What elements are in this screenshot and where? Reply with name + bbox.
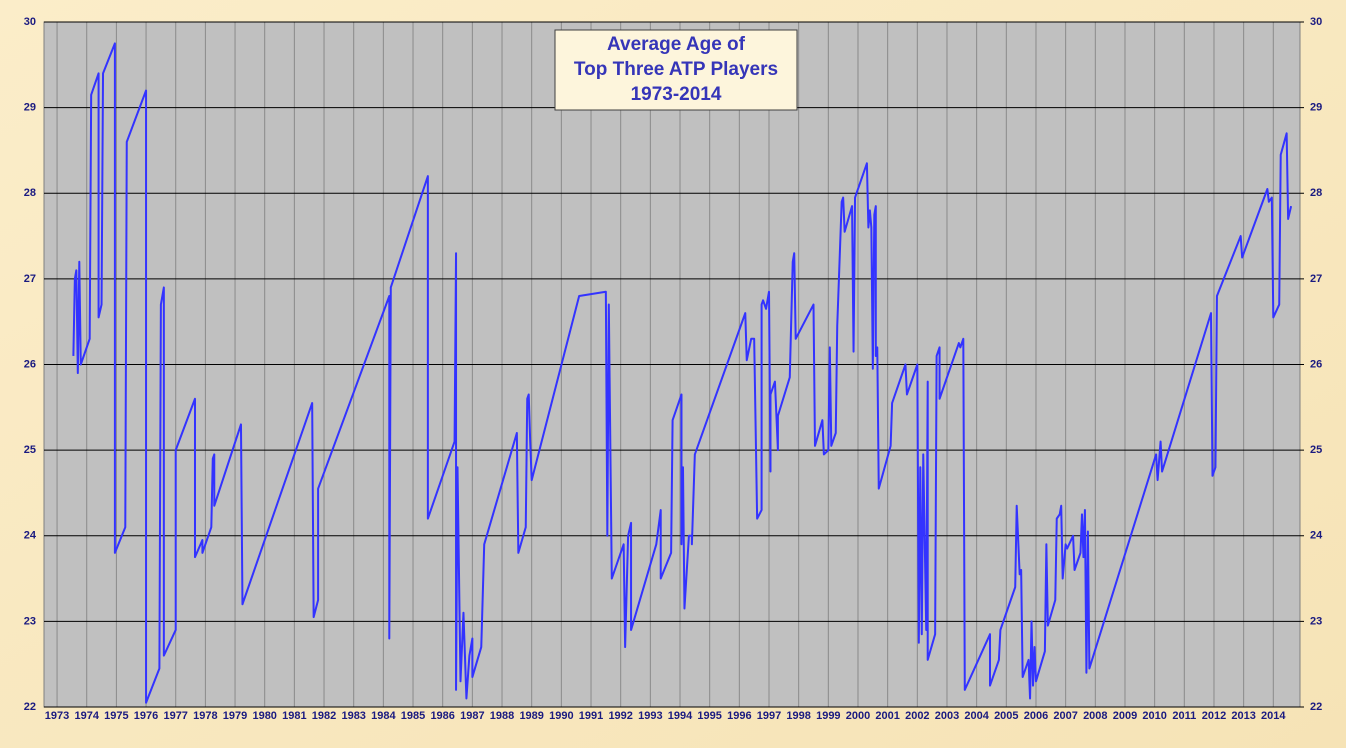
x-tick-label: 1997 <box>757 710 781 722</box>
x-tick-label: 2014 <box>1261 710 1286 722</box>
x-tick-label: 2007 <box>1053 710 1077 722</box>
x-tick-label: 2001 <box>875 710 899 722</box>
x-tick-label: 1973 <box>45 710 69 722</box>
y-tick-label: 25 <box>24 444 36 456</box>
x-tick-label: 1982 <box>312 710 336 722</box>
x-tick-label: 2009 <box>1113 710 1137 722</box>
x-tick-label: 1985 <box>401 710 425 722</box>
x-tick-label: 1996 <box>727 710 751 722</box>
y-tick-label: 22 <box>24 701 36 713</box>
y2-tick-label: 29 <box>1310 102 1322 114</box>
x-tick-label: 2002 <box>905 710 929 722</box>
y-tick-label: 26 <box>24 358 36 370</box>
x-tick-label: 2006 <box>1024 710 1048 722</box>
x-tick-label: 1993 <box>638 710 662 722</box>
x-tick-label: 2000 <box>846 710 870 722</box>
x-tick-label: 1990 <box>549 710 573 722</box>
x-tick-label: 1977 <box>163 710 187 722</box>
x-tick-label: 1998 <box>786 710 810 722</box>
x-tick-label: 1992 <box>608 710 632 722</box>
x-tick-label: 1989 <box>519 710 543 722</box>
chart-title: Top Three ATP Players <box>574 59 778 80</box>
x-tick-label: 1991 <box>579 710 603 722</box>
x-tick-label: 1999 <box>816 710 840 722</box>
x-tick-label: 1979 <box>223 710 247 722</box>
x-tick-label: 1984 <box>371 710 396 722</box>
x-tick-label: 1980 <box>252 710 276 722</box>
x-tick-label: 1983 <box>341 710 365 722</box>
y-tick-label: 27 <box>24 273 36 285</box>
x-tick-label: 2013 <box>1231 710 1255 722</box>
chart-title: 1973-2014 <box>631 84 722 105</box>
y2-tick-label: 27 <box>1310 273 1322 285</box>
y2-tick-label: 24 <box>1310 530 1323 542</box>
x-tick-label: 2010 <box>1142 710 1166 722</box>
y2-tick-label: 22 <box>1310 701 1322 713</box>
x-tick-label: 1975 <box>104 710 128 722</box>
x-tick-label: 1986 <box>430 710 454 722</box>
x-tick-label: 2008 <box>1083 710 1107 722</box>
x-tick-label: 1988 <box>490 710 514 722</box>
title-box <box>554 29 798 111</box>
x-tick-label: 1974 <box>74 710 99 722</box>
x-tick-label: 2004 <box>964 710 989 722</box>
y-tick-label: 24 <box>24 530 37 542</box>
y2-tick-label: 23 <box>1310 615 1322 627</box>
y2-tick-label: 25 <box>1310 444 1322 456</box>
x-tick-label: 1995 <box>697 710 721 722</box>
y-tick-label: 28 <box>24 187 36 199</box>
x-tick-label: 2011 <box>1172 710 1196 722</box>
y2-tick-label: 28 <box>1310 187 1322 199</box>
x-tick-label: 1994 <box>668 710 693 722</box>
x-tick-label: 2005 <box>994 710 1018 722</box>
chart-title: Average Age of <box>607 34 746 55</box>
data-line <box>72 42 1293 704</box>
x-tick-label: 1976 <box>134 710 158 722</box>
x-tick-label: 1978 <box>193 710 217 722</box>
y2-tick-label: 30 <box>1310 16 1322 28</box>
y-tick-label: 29 <box>24 102 36 114</box>
x-tick-label: 2003 <box>935 710 959 722</box>
y-tick-label: 30 <box>24 16 36 28</box>
x-tick-label: 1981 <box>282 710 306 722</box>
x-tick-label: 2012 <box>1202 710 1226 722</box>
x-tick-label: 1987 <box>460 710 484 722</box>
y2-tick-label: 26 <box>1310 358 1322 370</box>
y-tick-label: 23 <box>24 615 36 627</box>
marks <box>72 42 1293 704</box>
labels: 1973 1974 1975 1976 1977 1978 1979 1980 1981 1982… <box>24 16 1323 722</box>
